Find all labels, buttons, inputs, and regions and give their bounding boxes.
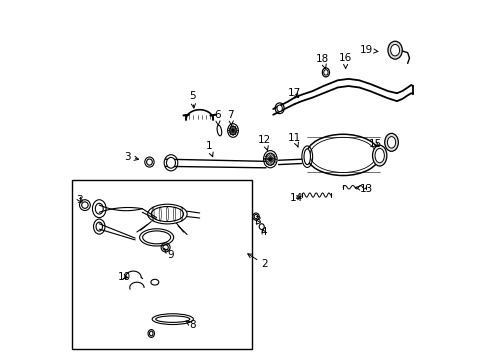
- Ellipse shape: [386, 136, 395, 148]
- Text: 9: 9: [163, 248, 174, 260]
- Ellipse shape: [384, 134, 398, 151]
- Text: 16: 16: [338, 53, 351, 68]
- Text: 4: 4: [260, 227, 266, 237]
- Text: 12: 12: [257, 135, 270, 150]
- Text: 17: 17: [287, 88, 301, 98]
- Text: 3: 3: [253, 216, 260, 226]
- Ellipse shape: [374, 148, 384, 163]
- Text: 18: 18: [315, 54, 328, 68]
- Bar: [72, 180, 251, 348]
- Text: 6: 6: [214, 111, 221, 125]
- Text: 3: 3: [76, 195, 82, 205]
- Ellipse shape: [96, 222, 102, 231]
- Ellipse shape: [387, 41, 402, 59]
- Text: 13: 13: [355, 184, 372, 194]
- Text: 15: 15: [368, 139, 381, 149]
- Ellipse shape: [304, 149, 310, 165]
- Text: 2: 2: [247, 254, 267, 269]
- Ellipse shape: [229, 126, 236, 135]
- Text: 5: 5: [189, 91, 195, 108]
- Ellipse shape: [276, 105, 282, 112]
- Text: 14: 14: [289, 193, 303, 203]
- Ellipse shape: [323, 70, 327, 75]
- Ellipse shape: [265, 153, 274, 165]
- Ellipse shape: [390, 44, 399, 56]
- Text: 10: 10: [118, 272, 131, 282]
- Ellipse shape: [372, 145, 386, 166]
- Ellipse shape: [95, 203, 103, 214]
- Text: 19: 19: [359, 45, 377, 55]
- Text: 7: 7: [227, 111, 234, 125]
- Text: 11: 11: [287, 133, 301, 147]
- Text: 1: 1: [205, 141, 213, 157]
- Text: 3: 3: [124, 152, 138, 162]
- Ellipse shape: [166, 157, 175, 168]
- Text: 8: 8: [186, 320, 195, 330]
